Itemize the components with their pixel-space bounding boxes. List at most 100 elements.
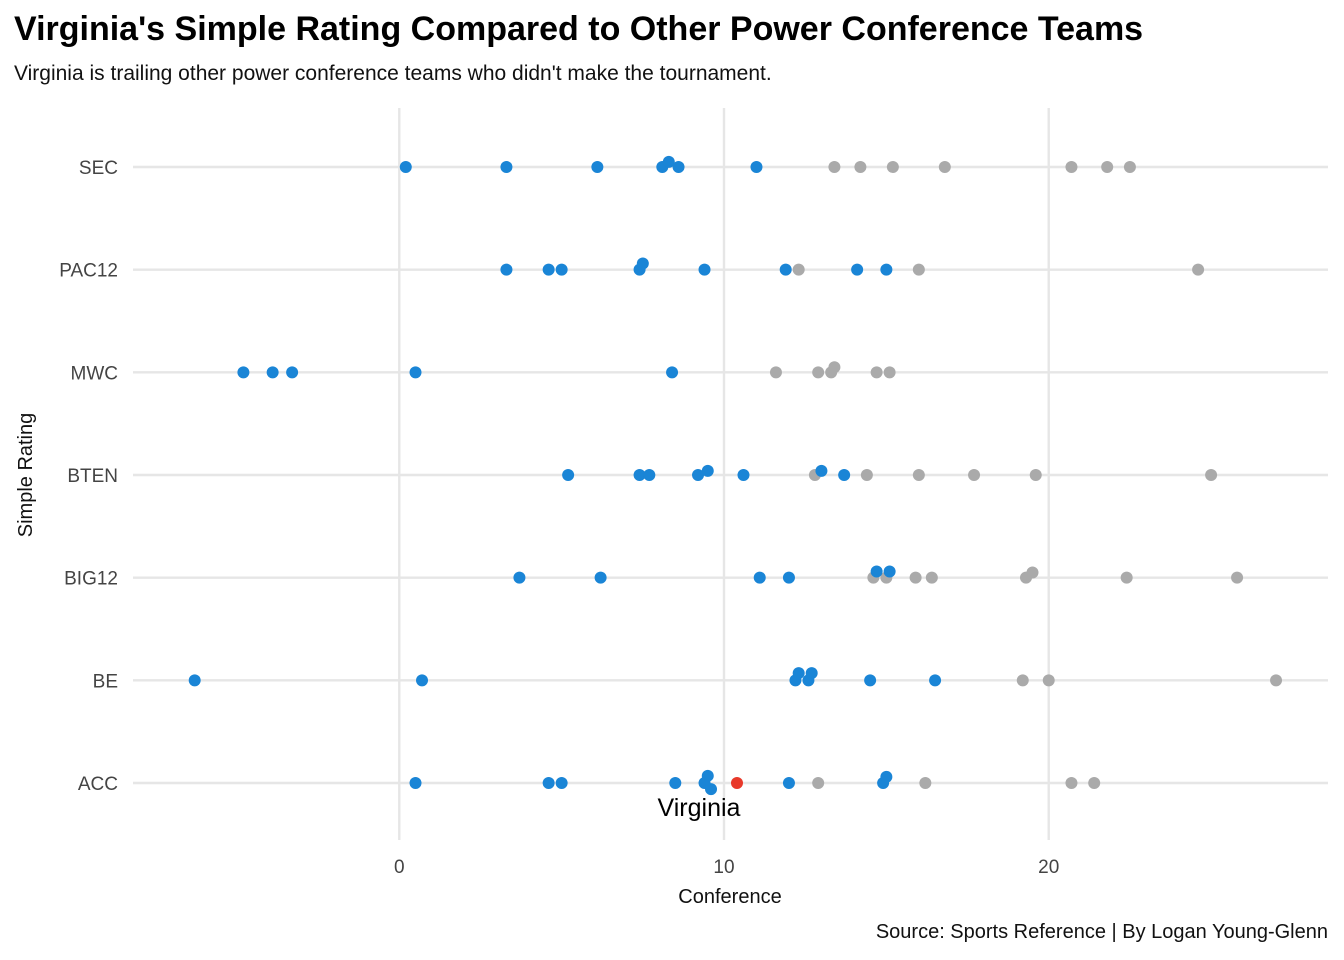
point-gray-big12-24: [909, 571, 922, 584]
point-blue-pac12-15: [880, 263, 893, 276]
y-tick-acc: ACC: [78, 774, 118, 795]
point-gray-mwc-10: [769, 366, 782, 379]
point-gray-sec-0: [828, 161, 841, 173]
y-tick-sec: SEC: [79, 158, 118, 179]
point-blue-bten-27: [815, 464, 828, 477]
point-gray-big12-28: [1120, 571, 1133, 584]
point-blue-acc-44: [542, 777, 555, 789]
point-gray-mwc-14: [870, 366, 883, 379]
point-blue-pac12-11: [636, 257, 649, 270]
point-gray-sec-5: [1101, 161, 1114, 173]
point-blue-acc-46: [669, 777, 682, 789]
point-blue-bten-25: [701, 464, 714, 477]
point-blue-mwc-16: [237, 366, 250, 379]
point-gray-sec-2: [886, 161, 899, 173]
point-gray-acc-36: [1088, 777, 1101, 789]
point-blue-big12-32: [782, 571, 795, 584]
point-blue-pac12-12: [698, 263, 711, 276]
point-gray-mwc-13: [828, 361, 841, 374]
point-blue-big12-30: [594, 571, 607, 584]
point-blue-be-35: [188, 674, 201, 687]
point-blue-bten-21: [562, 469, 575, 481]
point-blue-sec-4: [662, 155, 675, 168]
data-points: [188, 155, 1283, 796]
y-tick-big12: BIG12: [64, 569, 118, 590]
point-gray-pac12-8: [912, 263, 925, 276]
point-blue-be-38: [792, 667, 805, 680]
point-gray-be-32: [1270, 674, 1283, 687]
point-gray-bten-20: [1029, 469, 1042, 481]
point-gray-be-30: [1016, 674, 1029, 687]
point-gray-be-31: [1042, 674, 1055, 687]
point-blue-bten-22: [633, 469, 646, 481]
point-gray-sec-3: [938, 161, 951, 173]
point-gray-sec-4: [1065, 161, 1078, 173]
point-blue-be-41: [864, 674, 877, 687]
x-tick-labels: 0 10 20: [394, 857, 1059, 878]
point-blue-acc-43: [409, 777, 422, 789]
point-gray-big12-29: [1231, 571, 1244, 584]
point-blue-acc-45: [555, 777, 568, 789]
y-tick-bten: BTEN: [67, 466, 118, 487]
point-gray-big12-27: [1026, 566, 1039, 579]
grid-lines: [133, 108, 1328, 840]
point-blue-pac12-7: [500, 263, 513, 276]
point-blue-be-36: [416, 674, 429, 687]
y-tick-mwc: MWC: [71, 363, 118, 384]
point-gray-mwc-15: [883, 366, 896, 379]
point-gray-pac12-9: [1192, 263, 1205, 276]
point-blue-bten-26: [737, 469, 750, 481]
point-blue-pac12-8: [542, 263, 555, 276]
x-tick-10: 10: [713, 857, 734, 878]
point-gray-big12-25: [925, 571, 938, 584]
point-blue-big12-29: [513, 571, 526, 584]
point-blue-be-40: [805, 667, 818, 680]
point-blue-acc-49: [705, 783, 718, 796]
point-blue-bten-24: [692, 469, 705, 481]
point-gray-acc-34: [919, 777, 932, 789]
point-blue-big12-34: [883, 565, 896, 578]
point-blue-mwc-18: [286, 366, 299, 379]
point-blue-sec-0: [399, 161, 412, 173]
virginia-annotation: Virginia: [658, 794, 741, 822]
point-gray-pac12-7: [792, 263, 805, 276]
point-blue-pac12-9: [555, 263, 568, 276]
point-blue-mwc-20: [666, 366, 679, 379]
point-blue-acc-50: [782, 777, 795, 789]
x-axis-title: Conference: [678, 886, 781, 908]
chart-subtitle: Virginia is trailing other power confere…: [14, 62, 772, 85]
point-gray-bten-18: [912, 469, 925, 481]
point-gray-acc-33: [812, 777, 825, 789]
y-axis-title: Simple Rating: [15, 413, 37, 538]
point-blue-sec-5: [672, 161, 685, 173]
point-blue-mwc-19: [409, 366, 422, 379]
point-blue-sec-2: [591, 161, 604, 173]
point-gray-sec-6: [1123, 161, 1136, 173]
point-blue-sec-1: [500, 161, 513, 173]
point-blue-mwc-17: [266, 366, 279, 379]
point-gray-bten-19: [968, 469, 981, 481]
point-gray-sec-1: [854, 161, 867, 173]
point-blue-big12-33: [870, 565, 883, 578]
point-blue-acc-52: [880, 770, 893, 783]
point-blue-pac12-13: [779, 263, 792, 276]
point-gray-mwc-11: [812, 366, 825, 379]
x-tick-20: 20: [1038, 857, 1059, 878]
point-blue-sec-6: [750, 161, 763, 173]
point-gray-bten-21: [1205, 469, 1218, 481]
chart-caption: Source: Sports Reference | By Logan Youn…: [875, 921, 1328, 943]
point-highlight-acc-0: [730, 777, 743, 789]
y-tick-be: BE: [93, 671, 118, 692]
point-blue-acc-48: [701, 769, 714, 782]
point-blue-bten-23: [643, 469, 656, 481]
point-blue-big12-31: [753, 571, 766, 584]
chart-title: Virginia's Simple Rating Compared to Oth…: [14, 10, 1144, 48]
point-blue-pac12-14: [851, 263, 864, 276]
x-tick-0: 0: [394, 857, 405, 878]
y-tick-labels: ACC BE BIG12 BTEN MWC PAC12 SEC: [59, 158, 118, 795]
point-gray-bten-17: [860, 469, 873, 481]
point-gray-acc-35: [1065, 777, 1078, 789]
point-blue-be-42: [929, 674, 942, 687]
point-blue-bten-28: [838, 469, 851, 481]
